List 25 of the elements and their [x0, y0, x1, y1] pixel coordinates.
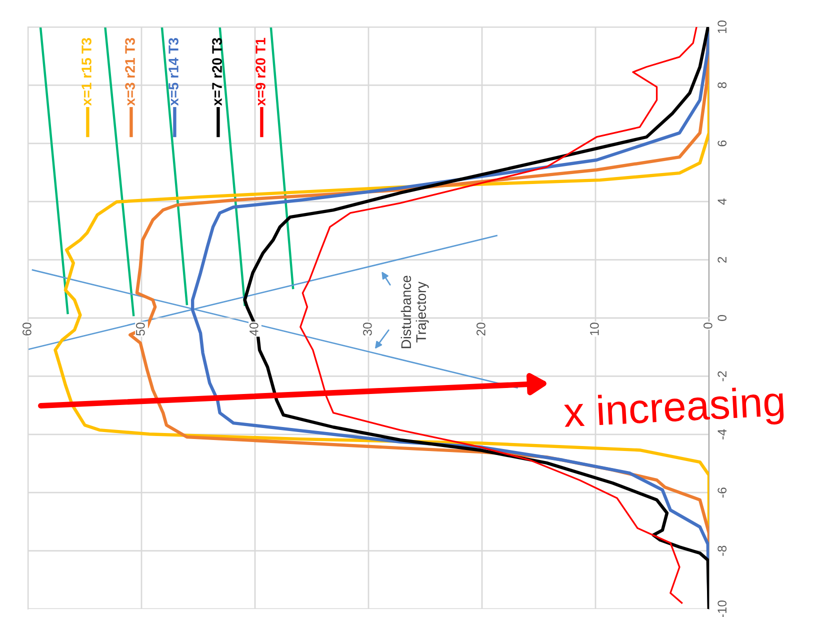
y-tick-label: 10 [718, 20, 727, 33]
text: x=5 r14 T3 [168, 38, 178, 106]
x-tick-label: 40 [250, 322, 258, 336]
y-tick-label: -2 [718, 371, 726, 382]
x-tick-label: 60 [22, 322, 32, 336]
y-tick-label: 6 [718, 140, 727, 146]
annotation: Disturbance Trajectory [400, 276, 429, 348]
y-tick-label: 0 [718, 315, 727, 321]
x-tick-label: 10 [590, 322, 599, 336]
y-tick-label: -8 [718, 546, 727, 556]
y-tick-label: -10 [718, 600, 727, 617]
y-tick-label: -4 [718, 429, 726, 440]
y-tick-label: 8 [718, 82, 727, 88]
text: x=1 r15 T3 [82, 38, 92, 106]
y-tick-label: 4 [718, 198, 726, 205]
x-tick-label: 30 [363, 322, 372, 336]
x-tick-label: 50 [136, 322, 145, 336]
x-tick-label: 20 [476, 322, 486, 336]
y-tick-label: 2 [718, 256, 726, 263]
text: x=9 r20 T1 [256, 38, 266, 106]
annotation: x increasing [564, 388, 784, 427]
text: x=7 r20 T3 [212, 38, 222, 106]
text: x=3 r21 T3 [125, 38, 135, 106]
x-tick-label: 0 [704, 322, 712, 329]
y-tick-label: -6 [718, 488, 727, 498]
